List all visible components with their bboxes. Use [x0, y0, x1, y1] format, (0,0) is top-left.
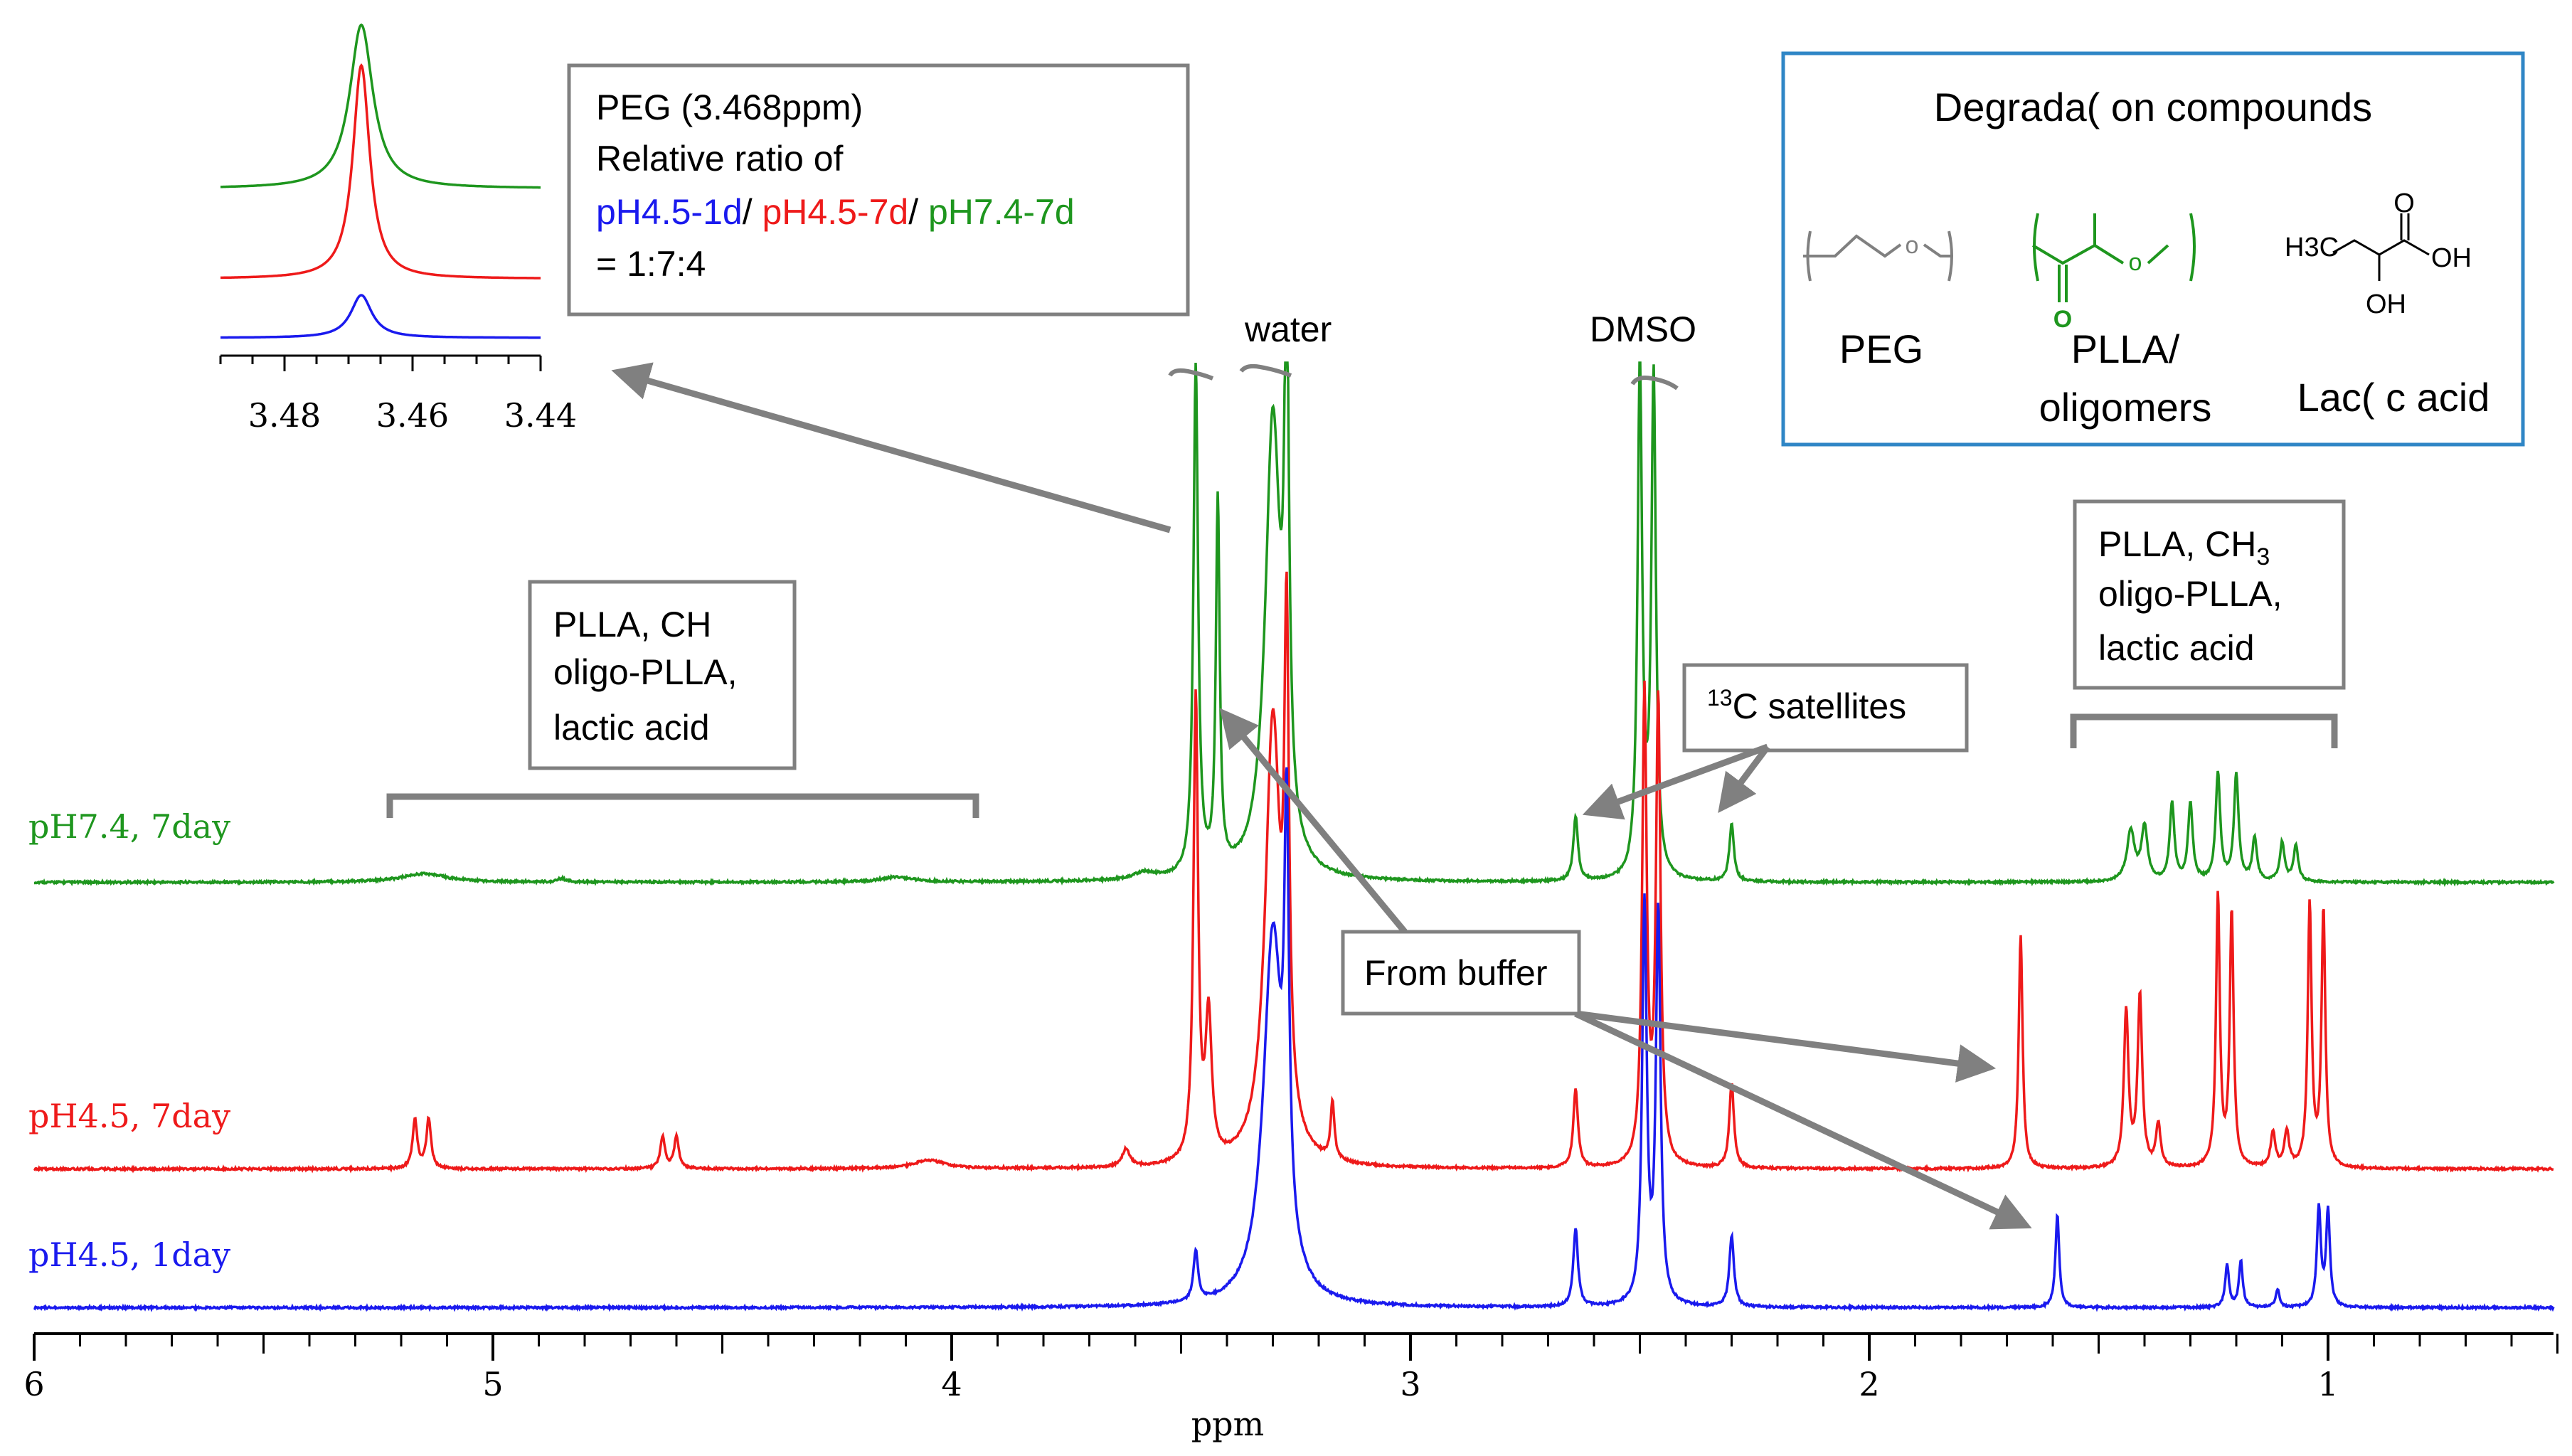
inset-tick-label: 3.48 — [248, 396, 321, 435]
x-axis-label: ppm — [1191, 1405, 1265, 1443]
c13-superscript: 13 — [1707, 685, 1733, 711]
plla-ch-line1: PLLA, CH — [553, 605, 711, 644]
plla-ch-bracket — [386, 793, 979, 818]
bracket-dmso-peak — [1630, 376, 1679, 390]
x-axis: 6 5 4 3 2 1 ppm — [23, 1332, 2558, 1443]
from-buffer-annotation: From buffer — [1219, 708, 2032, 1230]
plla-ch-box — [528, 580, 797, 770]
plla-ch-annotation: PLLA, CH oligo-PLLA, lactic acid — [386, 580, 979, 818]
plla-oxygen-atom: o — [2129, 249, 2142, 276]
plla-label-line1: PLLA/ — [2071, 326, 2180, 371]
peg-structure-icon — [1803, 230, 1953, 282]
lactic-acid-structure-icon — [2332, 213, 2430, 281]
spectrum-line-ph74-7day — [34, 361, 2555, 888]
plla-ch-line3: lactic acid — [553, 708, 710, 748]
from-buffer-label: From buffer — [1364, 953, 1548, 993]
lactic-double-bond — [2400, 213, 2410, 240]
peg-ratio-line2: Relative ratio of — [596, 139, 843, 179]
x-tick-label: 5 — [482, 1365, 503, 1403]
peg-bond-chain — [1803, 234, 1902, 258]
ratio-sep-2: / — [908, 192, 928, 232]
spectrum-line-ph45-7day — [33, 571, 2554, 1174]
plla-ch-line2: oligo-PLLA, — [553, 652, 738, 692]
plla-bracket-right — [2189, 213, 2196, 282]
bracket-peg-peak — [1168, 368, 1214, 381]
plla-ch3-line2: oligo-PLLA, — [2098, 574, 2283, 614]
ratio-label-ph45-1d: pH4.5-1d — [596, 192, 743, 232]
plla-structure-icon — [2031, 213, 2196, 302]
plla-bond-chain-c — [2147, 244, 2169, 265]
ratio-label-ph74-7d: pH7.4-7d — [928, 192, 1075, 232]
ratio-sep-1: / — [743, 192, 762, 232]
plla-carbonyl-oxygen: O — [2053, 306, 2072, 333]
lactic-acid-label: Lac( c acid — [2297, 375, 2490, 420]
x-tick-label: 6 — [23, 1365, 44, 1403]
series-label-ph45-7day: pH4.5, 7day — [28, 1097, 230, 1135]
buffer-arrow-to-blue-peak — [1574, 1010, 2032, 1230]
lactic-carbonyl-oxygen: O — [2393, 188, 2415, 218]
x-tick-label: 3 — [1400, 1365, 1420, 1403]
plla-ch3-line3: lactic acid — [2098, 628, 2255, 668]
plla-bond-chain-b — [2093, 244, 2125, 265]
inset-line-ph45-1d — [220, 294, 541, 339]
x-tick-label: 1 — [2317, 1365, 2338, 1403]
compounds-title: Degrada( on compounds — [1934, 85, 2372, 129]
water-label: water — [1244, 309, 1332, 349]
peg-bond-end — [1923, 243, 1952, 257]
series-label-ph45-1day: pH4.5, 1day — [28, 1236, 230, 1274]
lactic-carboxyl-oh: OH — [2431, 243, 2472, 273]
plla-double-bond — [2058, 265, 2068, 302]
x-tick-label: 2 — [1859, 1365, 1879, 1403]
inset-line-ph45-7d — [220, 63, 541, 280]
c13-satellites-text: 13C satellites — [1707, 685, 1906, 726]
peg-ratio-line4: = 1:7:4 — [596, 244, 706, 284]
c13-arrow-right — [1718, 745, 1770, 813]
plla-ch3-box — [2073, 499, 2346, 690]
series-label-ph74-7day: pH7.4, 7day — [28, 807, 230, 846]
lactic-hydroxyl-oh: OH — [2366, 289, 2406, 319]
plla-ch3-line1-text: PLLA, CH — [2098, 524, 2256, 564]
from-buffer-box — [1341, 930, 1581, 1016]
x-tick-label: 4 — [941, 1365, 962, 1403]
inset-line-ph74-7d — [220, 23, 541, 189]
peg-bracket-right — [1947, 230, 1953, 282]
spectrum-line-ph45-1day — [33, 767, 2555, 1312]
bracket-water-peak — [1239, 363, 1292, 378]
peg-label: PEG — [1839, 326, 1923, 371]
ratio-label-ph45-7d: pH4.5-7d — [762, 192, 909, 232]
lactic-methyl-group: H3C — [2285, 233, 2339, 262]
peg-ratio-line1: PEG (3.468ppm) — [596, 87, 863, 127]
inset-chart: 3.48 3.46 3.44 — [219, 23, 577, 435]
inset-tick-label: 3.44 — [504, 396, 577, 435]
buffer-arrow-to-red-peak — [1575, 1010, 1997, 1083]
compounds-panel: Degrada( on compounds o PEG o O PLLA/ ol… — [1781, 51, 2525, 447]
plla-ch3-annotation: PLLA, CH3 oligo-PLLA, lactic acid — [2070, 499, 2346, 748]
plla-bond-chain-a — [2031, 213, 2096, 265]
dmso-label: DMSO — [1590, 309, 1696, 349]
inset-tick-label: 3.46 — [376, 396, 449, 435]
peg-ratio-box — [567, 63, 1190, 317]
spectra-group — [33, 361, 2555, 1312]
c13-satellites-annotation: 13C satellites — [1582, 663, 1969, 820]
peg-arrow-to-inset — [611, 362, 1171, 533]
plla-label-line2: oligomers — [2039, 385, 2212, 430]
compounds-box — [1781, 51, 2525, 447]
buffer-arrow-to-peg-region — [1219, 708, 1408, 934]
c13-arrow-left — [1582, 743, 1769, 820]
plla-ch3-bracket — [2070, 713, 2338, 748]
c13-satellites-label: C satellites — [1733, 686, 1907, 726]
peg-oxygen-atom: o — [1906, 232, 1919, 259]
peg-ratio-line3: pH4.5-1d/ pH4.5-7d/ pH7.4-7d — [596, 192, 1075, 232]
peg-ratio-annotation: PEG (3.468ppm) Relative ratio of pH4.5-1… — [567, 63, 1190, 533]
plla-ch3-line1: PLLA, CH3 — [2098, 524, 2270, 570]
c13-satellites-box — [1682, 663, 1969, 753]
plla-ch3-subscript: 3 — [2256, 543, 2270, 570]
